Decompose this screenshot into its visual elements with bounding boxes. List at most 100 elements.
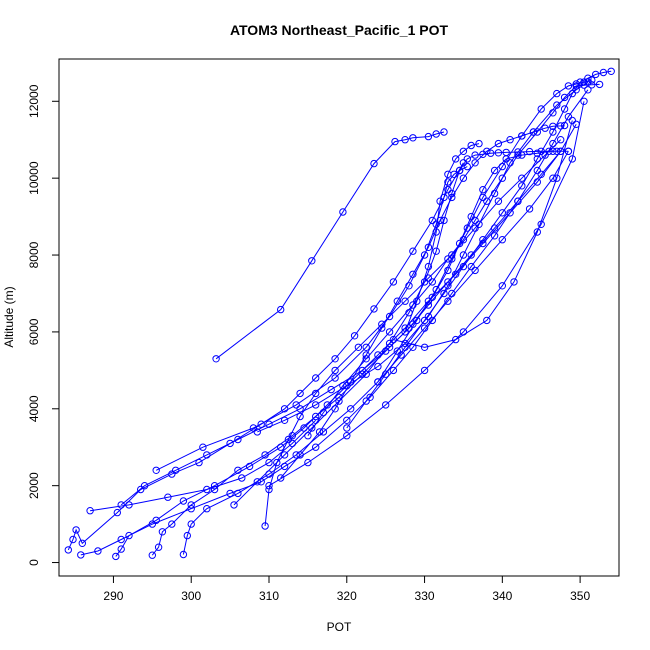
series-line <box>80 89 589 556</box>
data-point <box>490 166 499 175</box>
data-point <box>203 485 211 494</box>
data-point <box>588 76 596 84</box>
data-point <box>409 134 417 142</box>
data-point <box>475 139 483 148</box>
data-point <box>498 282 506 290</box>
data-point <box>444 186 452 194</box>
data-point <box>607 67 615 76</box>
data-point <box>580 97 588 106</box>
data-point <box>203 505 211 513</box>
data-point <box>510 278 518 286</box>
data-point <box>409 301 417 309</box>
data-point <box>362 397 370 405</box>
data-point <box>347 405 355 413</box>
data-point <box>378 324 386 332</box>
data-point <box>343 424 351 432</box>
data-point <box>471 159 479 167</box>
data-point <box>253 478 261 486</box>
data-point <box>467 262 475 271</box>
series-1 <box>212 128 448 363</box>
data-point <box>343 382 351 390</box>
series-13 <box>343 67 615 432</box>
data-point <box>459 174 468 182</box>
y-tick-label: 4000 <box>27 395 41 422</box>
y-tick-label: 10000 <box>27 161 41 195</box>
data-point <box>312 401 320 409</box>
series-line <box>307 83 600 436</box>
data-point <box>312 416 320 424</box>
data-point <box>212 355 220 363</box>
data-point <box>518 182 526 190</box>
data-point <box>444 297 452 305</box>
series-line <box>115 124 577 557</box>
data-point <box>420 324 429 332</box>
data-point <box>440 128 448 136</box>
series-15 <box>253 78 592 436</box>
data-point <box>483 197 491 205</box>
data-point <box>463 224 471 232</box>
data-point <box>479 236 487 244</box>
data-point <box>117 535 125 544</box>
data-point <box>331 355 339 363</box>
data-point <box>226 439 234 448</box>
data-point <box>315 428 324 436</box>
data-point <box>280 451 289 459</box>
data-point <box>331 405 339 413</box>
series-line <box>393 120 573 348</box>
data-point <box>471 216 479 225</box>
data-point <box>471 266 479 275</box>
data-point <box>557 122 565 130</box>
data-point <box>401 328 409 336</box>
data-point <box>436 216 444 225</box>
data-point <box>164 493 172 501</box>
data-point <box>265 485 273 494</box>
data-point <box>117 545 125 553</box>
series-line <box>67 162 464 551</box>
data-point <box>560 105 569 113</box>
data-point <box>490 232 499 240</box>
data-point <box>420 343 429 351</box>
data-point <box>140 482 149 490</box>
data-point <box>455 239 464 248</box>
data-point <box>413 316 421 325</box>
data-point <box>397 351 405 359</box>
data-point <box>86 507 94 515</box>
data-point <box>448 193 456 202</box>
data-point <box>261 522 269 530</box>
data-point <box>537 220 545 229</box>
data-point <box>494 139 503 148</box>
data-point <box>564 147 573 156</box>
y-tick-label: 8000 <box>27 241 41 268</box>
data-point <box>370 305 378 313</box>
data-point <box>444 170 452 179</box>
data-point <box>366 393 374 401</box>
data-point <box>234 435 242 444</box>
data-point <box>467 141 475 150</box>
data-point <box>391 137 399 146</box>
data-point <box>494 197 503 205</box>
data-point <box>428 216 436 225</box>
data-point <box>187 501 195 509</box>
series-10 <box>230 147 557 509</box>
data-point <box>452 155 460 163</box>
data-point <box>277 474 285 482</box>
data-point <box>125 531 133 540</box>
data-point <box>459 251 468 259</box>
data-point <box>249 424 258 432</box>
data-point <box>506 159 514 167</box>
series-line <box>377 79 592 383</box>
data-point <box>436 197 444 205</box>
data-point <box>158 528 167 536</box>
data-point <box>424 243 433 252</box>
y-axis-label: Altitude (m) <box>2 286 16 347</box>
data-point <box>498 209 506 217</box>
data-point <box>172 466 180 474</box>
data-point <box>432 220 440 229</box>
data-point <box>385 328 394 336</box>
data-point <box>234 466 242 474</box>
data-point <box>78 539 87 547</box>
series-8 <box>117 147 573 509</box>
data-point <box>117 501 125 509</box>
data-point <box>362 355 370 363</box>
data-point <box>401 343 409 351</box>
